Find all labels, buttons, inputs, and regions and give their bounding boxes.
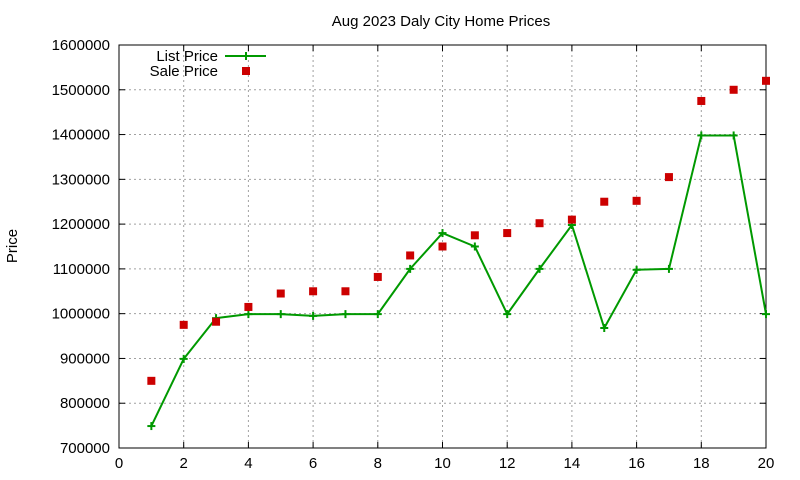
chart-title: Aug 2023 Daly City Home Prices: [332, 13, 550, 30]
data-point: [179, 320, 188, 329]
x-tick-label: 12: [499, 455, 516, 472]
y-tick-label: 800000: [60, 395, 110, 412]
data-point: [147, 422, 156, 431]
data-point: [470, 242, 479, 251]
data-point: [276, 310, 285, 319]
series-line: [150, 134, 767, 427]
x-tick-label: 18: [693, 455, 710, 472]
y-tick-label: 1100000: [53, 261, 110, 278]
data-point: [147, 376, 156, 385]
axis-ticks: [118, 44, 767, 449]
data-point: [406, 264, 415, 273]
data-point: [438, 242, 447, 251]
x-tick-label: 14: [564, 455, 581, 472]
data-point: [567, 215, 576, 224]
data-point: [697, 131, 706, 140]
data-point: [438, 229, 447, 238]
data-point: [600, 323, 609, 332]
data-point: [600, 197, 609, 206]
data-point: [212, 317, 221, 326]
x-tick-label: 10: [434, 455, 451, 472]
legend-marker-list-price: [242, 52, 250, 60]
data-point: [341, 310, 350, 319]
x-tick-labels: 0 2 4 6 8 10 12 14 16 18 20: [115, 455, 775, 472]
data-point: [664, 173, 673, 182]
data-point: [632, 265, 641, 274]
y-tick-label: 1500000: [52, 82, 110, 99]
y-tick-label: 1200000: [52, 216, 110, 233]
data-point: [470, 231, 479, 240]
y-axis-label: Price: [4, 229, 21, 263]
data-point: [244, 302, 253, 311]
legend-label-sale-price: Sale Price: [150, 63, 218, 80]
data-point: [503, 310, 512, 319]
series-layer: [147, 76, 770, 431]
y-tick-label: 900000: [60, 350, 110, 367]
data-point: [276, 289, 285, 298]
data-point: [309, 311, 318, 320]
data-point: [341, 287, 350, 296]
x-tick-label: 20: [758, 455, 775, 472]
series-sale-price: [147, 76, 770, 385]
legend: List Price Sale Price: [150, 48, 266, 80]
y-tick-label: 1000000: [52, 306, 110, 323]
y-tick-label: 1300000: [52, 171, 110, 188]
data-point: [535, 219, 544, 228]
data-point: [503, 229, 512, 238]
data-point: [762, 310, 770, 319]
data-point: [244, 310, 253, 319]
x-tick-label: 16: [628, 455, 645, 472]
data-point: [373, 310, 382, 319]
x-tick-label: 8: [374, 455, 382, 472]
y-tick-label: 700000: [60, 440, 110, 457]
grid: [119, 45, 766, 448]
x-tick-label: 6: [309, 455, 317, 472]
y-tick-labels: 700000 800000 900000 1000000 1100000 1200000 1…: [52, 37, 110, 457]
data-point: [535, 264, 544, 273]
legend-label-list-price: List Price: [156, 48, 218, 65]
data-point: [729, 131, 738, 140]
x-tick-label: 0: [115, 455, 123, 472]
y-tick-label: 1400000: [52, 127, 110, 144]
data-point: [406, 251, 415, 260]
x-tick-label: 2: [180, 455, 188, 472]
y-tick-label: 1600000: [52, 37, 110, 54]
data-point: [697, 96, 706, 105]
data-point: [309, 287, 318, 296]
data-point: [179, 354, 188, 363]
data-point: [762, 76, 770, 85]
x-tick-label: 4: [244, 455, 252, 472]
data-point: [373, 272, 382, 281]
legend-marker-sale-price: [242, 67, 250, 75]
data-point: [729, 85, 738, 94]
data-point: [632, 196, 641, 205]
data-point: [664, 264, 673, 273]
